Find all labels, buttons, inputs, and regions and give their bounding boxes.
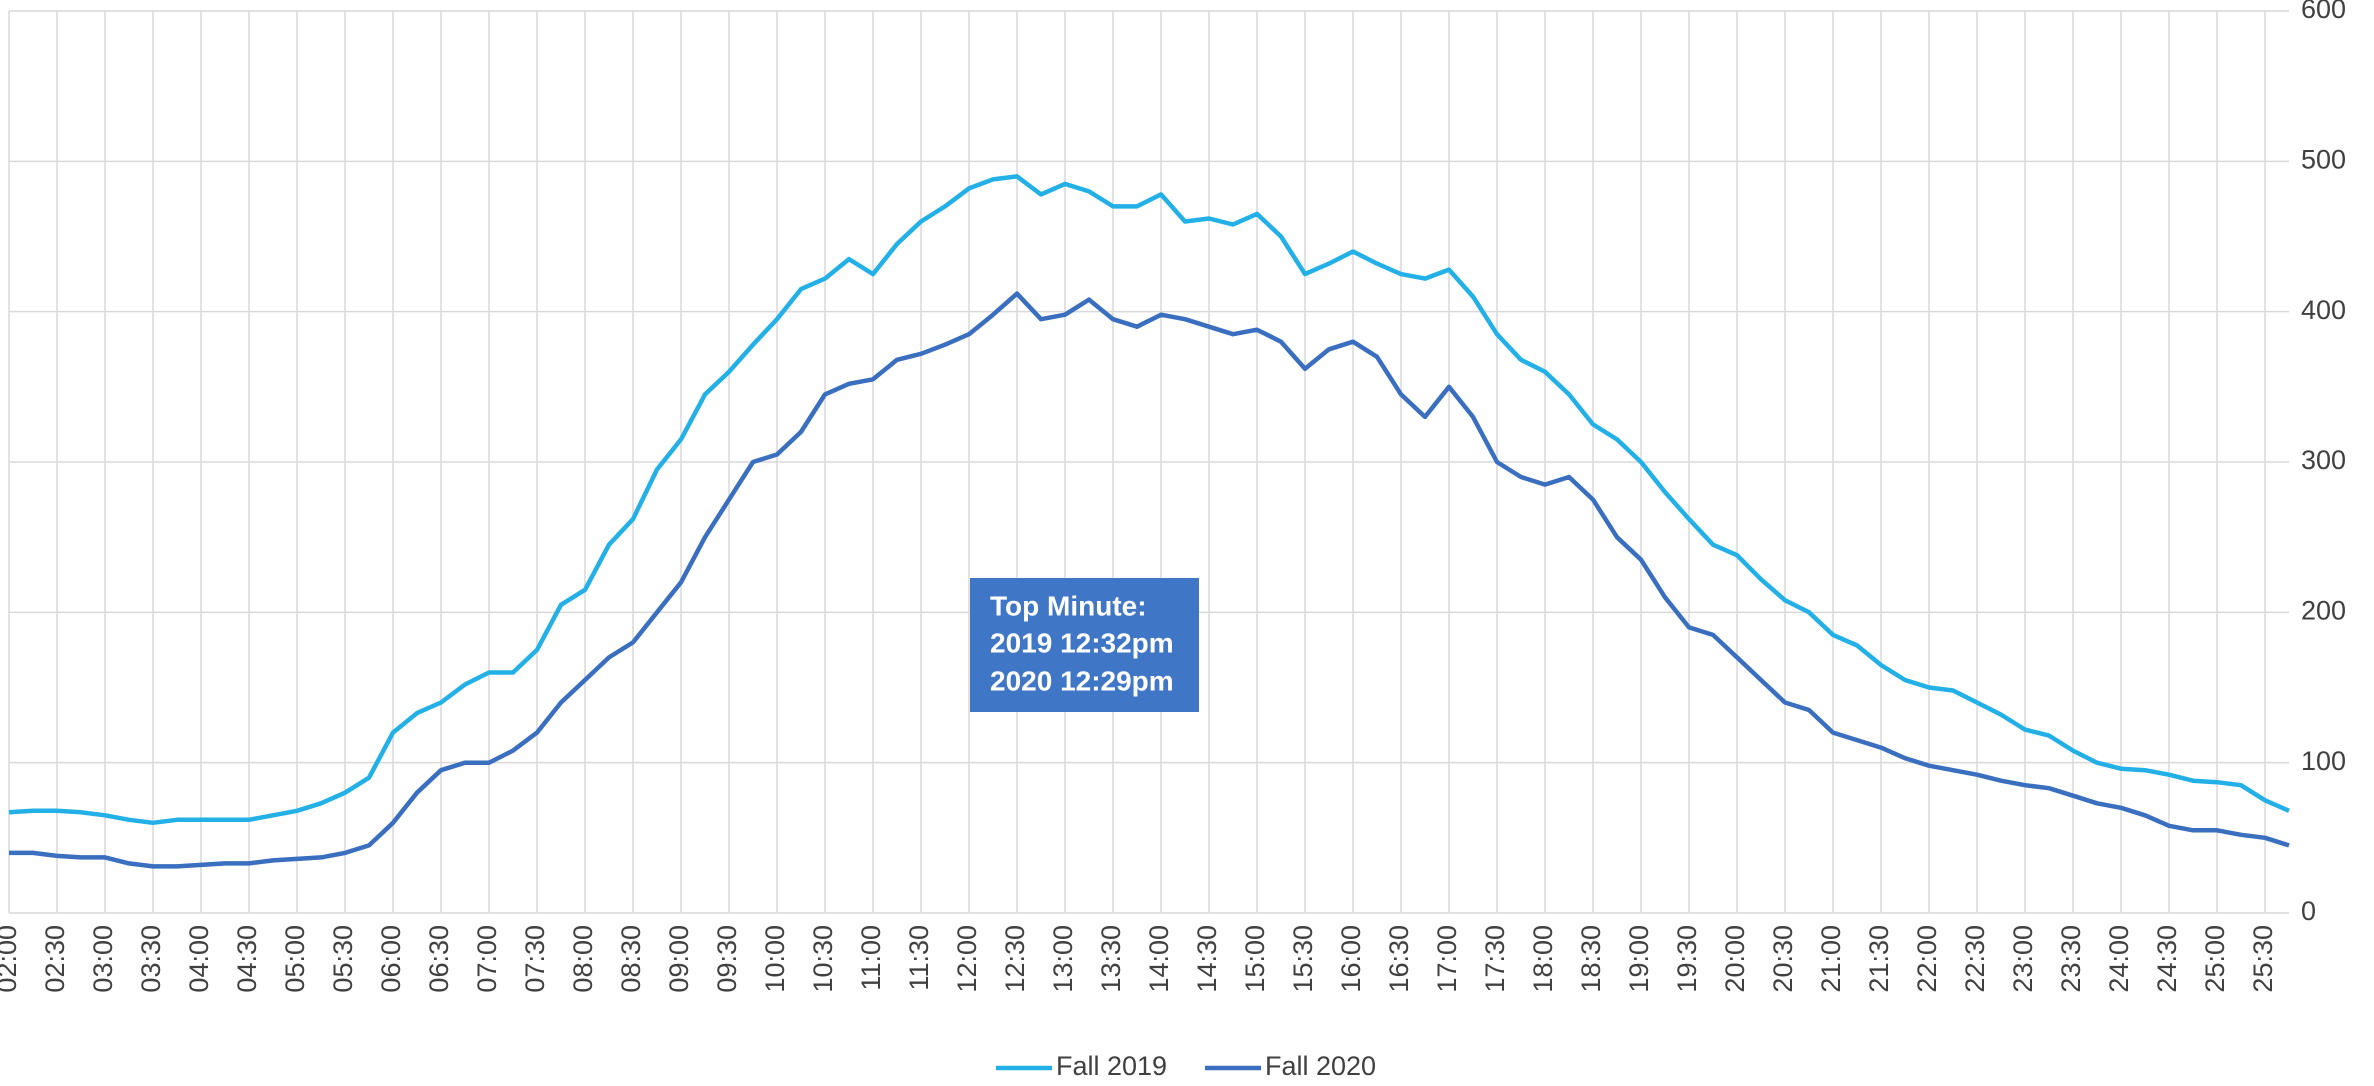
x-tick-label: 13:00 xyxy=(1048,925,1078,993)
x-tick-label: 16:00 xyxy=(1336,925,1366,993)
x-tick-label: 02:00 xyxy=(0,925,22,993)
annotation: 2020 12:29pm xyxy=(990,665,1174,696)
x-tick-label: 21:00 xyxy=(1816,925,1846,993)
x-tick-label: 14:30 xyxy=(1192,925,1222,993)
series-line xyxy=(8,174,2290,826)
annotation: Top Minute: xyxy=(990,590,1147,621)
x-tick-label: 18:00 xyxy=(1528,925,1558,993)
x-tick-label: 25:00 xyxy=(2200,925,2230,993)
x-tick-label: 11:00 xyxy=(856,925,886,991)
x-tick-label: 22:00 xyxy=(1912,925,1942,993)
x-tick-label: 24:30 xyxy=(2152,925,2182,993)
y-tick-label: 200 xyxy=(2301,595,2346,625)
x-tick-label: 22:30 xyxy=(1960,925,1990,993)
annotation: 2019 12:32pm xyxy=(990,627,1174,658)
x-tick-label: 18:30 xyxy=(1576,925,1606,993)
x-tick-label: 10:00 xyxy=(760,925,790,993)
x-tick-label: 25:30 xyxy=(2248,925,2278,993)
legend-label: Fall 2019 xyxy=(1056,1051,1167,1081)
x-tick-label: 08:00 xyxy=(568,925,598,993)
x-tick-label: 03:30 xyxy=(136,925,166,993)
x-tick-label: 23:00 xyxy=(2008,925,2038,993)
x-tick-label: 12:30 xyxy=(1000,925,1030,993)
x-tick-label: 17:30 xyxy=(1480,925,1510,993)
x-tick-label: 04:30 xyxy=(232,925,262,993)
x-tick-label: 12:00 xyxy=(952,925,982,993)
x-tick-label: 14:00 xyxy=(1144,925,1174,993)
x-tick-label: 09:00 xyxy=(664,925,694,993)
x-tick-label: 08:30 xyxy=(616,925,646,993)
x-tick-label: 20:30 xyxy=(1768,925,1798,993)
x-tick-label: 03:00 xyxy=(88,925,118,993)
x-tick-label: 11:30 xyxy=(904,925,934,991)
x-tick-label: 16:30 xyxy=(1384,925,1414,993)
x-tick-label: 23:30 xyxy=(2056,925,2086,993)
x-tick-label: 06:00 xyxy=(376,925,406,993)
x-tick-label: 02:30 xyxy=(40,925,70,993)
x-tick-label: 05:00 xyxy=(280,925,310,993)
x-tick-label: 13:30 xyxy=(1096,925,1126,993)
x-tick-label: 05:30 xyxy=(328,925,358,993)
series-line xyxy=(9,291,2290,869)
x-tick-label: 20:00 xyxy=(1720,925,1750,993)
x-tick-label: 04:00 xyxy=(184,925,214,993)
x-tick-label: 19:00 xyxy=(1624,925,1654,993)
annotation-box xyxy=(970,578,1199,712)
x-tick-label: 24:00 xyxy=(2104,925,2134,993)
y-tick-label: 300 xyxy=(2301,445,2346,475)
x-tick-label: 06:30 xyxy=(424,925,454,993)
x-tick-label: 10:30 xyxy=(808,925,838,993)
y-tick-label: 100 xyxy=(2301,746,2346,776)
legend-label: Fall 2020 xyxy=(1265,1051,1376,1081)
y-tick-label: 600 xyxy=(2301,0,2346,24)
x-tick-label: 07:00 xyxy=(472,925,502,993)
x-tick-label: 19:30 xyxy=(1672,925,1702,993)
y-tick-label: 500 xyxy=(2301,144,2346,174)
x-tick-label: 15:00 xyxy=(1240,925,1270,993)
x-tick-label: 17:00 xyxy=(1432,925,1462,993)
x-tick-label: 21:30 xyxy=(1864,925,1894,993)
y-tick-label: 0 xyxy=(2301,896,2316,926)
x-tick-label: 07:30 xyxy=(520,925,550,993)
x-tick-label: 09:30 xyxy=(712,925,742,993)
y-tick-label: 400 xyxy=(2301,295,2346,325)
x-tick-label: 15:30 xyxy=(1288,925,1318,993)
